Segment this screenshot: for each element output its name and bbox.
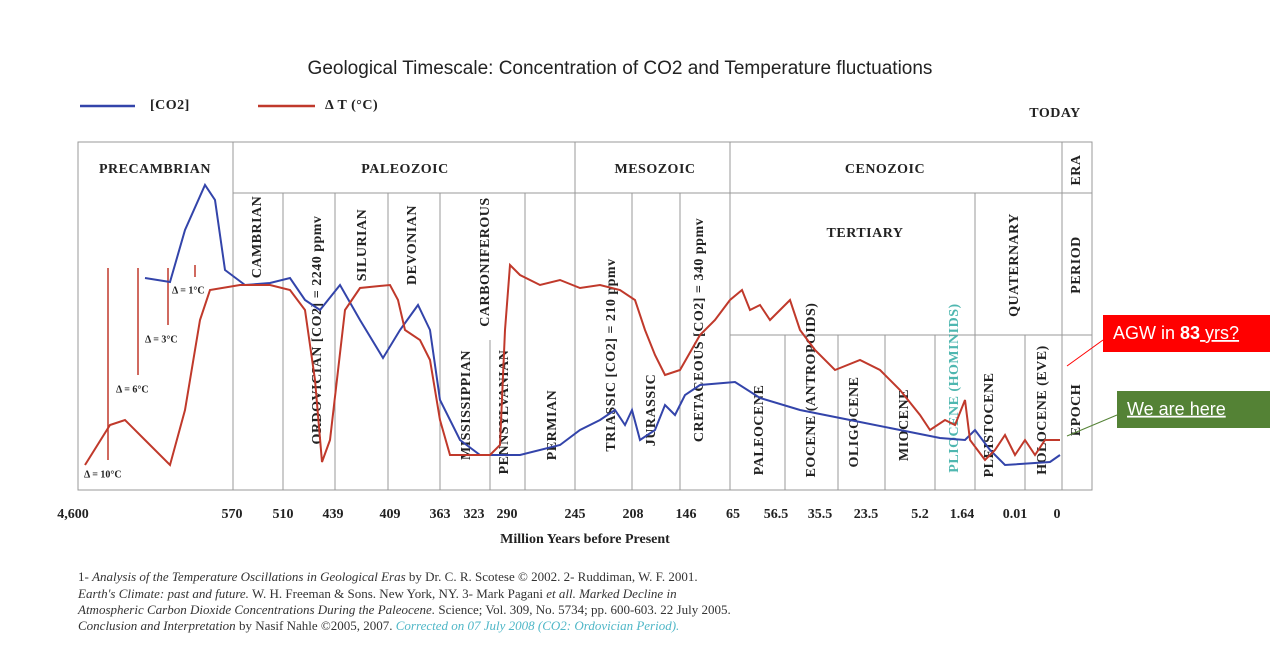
epoch-label: PALEOCENE — [752, 385, 767, 476]
period-label: QUATERNARY — [1007, 213, 1022, 317]
period-label: ORDOVICIAN [CO2] = 2240 ppmv — [310, 216, 325, 445]
epoch-label: PLIOCENE (HOMINIDS) — [947, 303, 962, 472]
x-tick-label: 35.5 — [808, 507, 833, 522]
callout-arrow — [1066, 339, 1104, 367]
period-label: CARBONIFEROUS — [478, 197, 493, 326]
x-tick-label: 290 — [497, 507, 518, 522]
delta-label: Δ = 3°C — [145, 334, 178, 345]
legend-label: Δ T (°C) — [325, 98, 378, 113]
x-tick-label: 245 — [565, 507, 586, 522]
callout-box — [1103, 315, 1270, 352]
delta-label: Δ = 1°C — [172, 285, 205, 296]
legend-label: [CO2] — [150, 98, 190, 113]
footnote-line: Earth's Climate: past and future. W. H. … — [77, 586, 677, 601]
x-tick-label: 570 — [222, 507, 243, 522]
period-label: TRIASSIC [CO2] = 210 ppmv — [604, 258, 619, 451]
footnote-line: Atmospheric Carbon Dioxide Concentration… — [77, 602, 731, 617]
footnote-text: Atmospheric Carbon Dioxide Concentration… — [77, 602, 435, 617]
era-label: PRECAMBRIAN — [99, 162, 211, 177]
x-tick-label: 146 — [676, 507, 697, 522]
footnote-text: Corrected on 07 July 2008 (CO2: Ordovici… — [396, 618, 680, 633]
x-tick-label: 439 — [323, 507, 344, 522]
period-label: CAMBRIAN — [250, 196, 265, 279]
callout-part: 83 — [1180, 323, 1200, 343]
x-tick-label: 0.01 — [1003, 507, 1028, 522]
footnote-text: Analysis of the Temperature Oscillations… — [91, 569, 406, 584]
period-label: MISSISSIPPIAN — [459, 350, 474, 460]
x-tick-label: 323 — [464, 507, 485, 522]
x-tick-label: 5.2 — [911, 507, 929, 522]
today-label: TODAY — [1029, 106, 1081, 121]
period-label: TERTIARY — [827, 226, 904, 241]
x-tick-label: 4,600 — [57, 507, 89, 522]
callout-part: AGW in — [1113, 323, 1180, 343]
delta-label: Δ = 10°C — [84, 469, 122, 480]
x-tick-label: 510 — [273, 507, 294, 522]
footnote-text: Conclusion and Interpretation — [78, 618, 236, 633]
x-tick-label: 208 — [623, 507, 644, 522]
footnote-line: 1- Analysis of the Temperature Oscillati… — [78, 569, 698, 584]
epoch-label: PLEISTOCENE — [982, 373, 997, 478]
period-label: PERMIAN — [545, 390, 560, 460]
footnote-text: Science; Vol. 309, No. 5734; pp. 600-603… — [435, 602, 731, 617]
era-label: MESOZOIC — [614, 162, 695, 177]
callout-box — [1117, 391, 1270, 428]
footnote-text: by Dr. C. R. Scotese © 2002. 2- Ruddiman… — [406, 569, 698, 584]
period-label: CRETACEOUS [CO2] = 340 ppmv — [692, 218, 707, 442]
row-label: ERA — [1069, 154, 1084, 185]
x-tick-label: 56.5 — [764, 507, 789, 522]
row-label: EPOCH — [1069, 384, 1084, 436]
delta-label: Δ = 6°C — [116, 384, 149, 395]
x-axis-label: Million Years before Present — [500, 532, 670, 547]
footnote-text: et all. Marked Decline in — [546, 586, 676, 601]
epoch-label: HOLOCENE (EVE) — [1035, 345, 1050, 475]
x-tick-label: 23.5 — [854, 507, 879, 522]
footnote-text: by Nasif Nahle ©2005, 2007. — [236, 618, 396, 633]
chart-title: Geological Timescale: Concentration of C… — [308, 58, 933, 79]
epoch-label: MIOCENE — [897, 389, 912, 461]
callout-text: We are here — [1127, 399, 1226, 419]
era-label: CENOZOIC — [845, 162, 925, 177]
x-tick-label: 1.64 — [950, 507, 975, 522]
epoch-label: EOCENE (ANTROPOIDS) — [804, 303, 819, 478]
footnote-text: W. H. Freeman & Sons. New York, NY. 3- M… — [249, 586, 546, 601]
callout-text: AGW in 83 yrs? — [1113, 323, 1239, 343]
callout-part: yrs? — [1200, 323, 1239, 343]
callout-arrow — [1066, 414, 1118, 437]
x-tick-label: 0 — [1054, 507, 1061, 522]
row-label: PERIOD — [1069, 236, 1084, 293]
period-label: DEVONIAN — [405, 205, 420, 285]
epoch-label: OLIGOCENE — [847, 377, 862, 468]
x-tick-label: 363 — [430, 507, 451, 522]
era-label: PALEOZOIC — [361, 162, 448, 177]
x-tick-label: 409 — [380, 507, 401, 522]
x-axis: 4,600 570 510 439 409 363 323 290 245 208 146 65 56.… — [57, 507, 1060, 522]
x-tick-label: 65 — [726, 507, 740, 522]
period-label: SILURIAN — [355, 209, 370, 281]
footnote-text: 1- — [78, 569, 92, 584]
grid-frame — [77, 141, 1093, 491]
footnote-line: Conclusion and Interpretation by Nasif N… — [78, 618, 679, 633]
co2-curve — [144, 182, 1061, 467]
temperature-curve — [84, 262, 1060, 467]
footnote-text: Earth's Climate: past and future. — [77, 586, 249, 601]
